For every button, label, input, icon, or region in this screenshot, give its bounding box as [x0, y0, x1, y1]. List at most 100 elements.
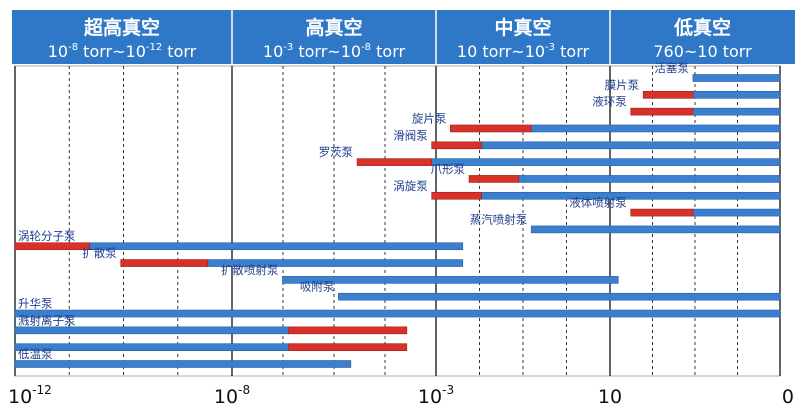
range-base: 10 — [126, 42, 146, 61]
range-unit: torr — [718, 42, 752, 61]
pump-range-bar-blue — [89, 242, 464, 251]
pump-bar-group — [630, 107, 781, 116]
x-tick-base: 10 — [214, 386, 238, 408]
pump-labels: 活塞泵膜片泵液环泵旋片泵滑阀泵罗茨泵爪形泵涡旋泵液体喷射泵蒸汽喷射泵涡轮分子泵扩… — [18, 61, 689, 361]
range-base: 10 — [341, 42, 361, 61]
pump-label: 旋片泵 — [412, 111, 447, 125]
pump-label: 液体喷射泵 — [569, 196, 627, 210]
x-tick-label: 10 — [598, 386, 622, 408]
header-band-title: 低真空 — [673, 16, 731, 39]
header-band-range: 10-8 torr~10-12 torr — [48, 42, 197, 61]
pump-range-bar-red — [630, 107, 694, 116]
pump-bar-group — [14, 360, 352, 368]
pump-range-bar-blue — [481, 191, 781, 200]
pump-range-bar-blue — [14, 309, 781, 318]
range-base: 10 — [525, 42, 545, 61]
range-separator: torr~ — [78, 42, 125, 61]
pump-label: 液环泵 — [592, 95, 627, 109]
header-band-range: 10-3 torr~10-8 torr — [263, 42, 406, 61]
range-base: 10 — [263, 42, 283, 61]
pump-bar-group — [468, 175, 781, 183]
pump-label: 升华泵 — [18, 297, 53, 311]
pump-range-bar-blue — [338, 292, 781, 301]
pump-range-bar-red — [468, 175, 520, 183]
x-tick-base: 0 — [782, 386, 794, 408]
pump-bar-group — [356, 158, 781, 166]
x-tick-exponent: -8 — [238, 383, 250, 397]
pump-range-bar-blue — [481, 141, 781, 150]
range-exponent: -8 — [68, 42, 78, 53]
pump-range-bar-red — [630, 208, 694, 217]
pump-range-bar-blue — [431, 158, 781, 166]
pump-bar-group — [14, 326, 408, 335]
header-band — [232, 10, 436, 64]
x-tick-exponent: -3 — [442, 383, 454, 397]
pump-label: 低温泵 — [18, 347, 53, 361]
x-tick-base: 10 — [8, 386, 32, 408]
pump-label: 活塞泵 — [654, 61, 689, 75]
pump-label: 爪形泵 — [431, 162, 466, 176]
pump-range-bar-red — [356, 158, 433, 166]
pump-label: 扩散喷射泵 — [221, 263, 279, 277]
range-unit: torr — [371, 42, 405, 61]
pump-range-bar-red — [14, 242, 90, 251]
pump-range-bar-blue — [282, 276, 619, 284]
range-exponent: -12 — [146, 42, 162, 53]
pump-range-bar-blue — [692, 208, 781, 217]
pump-bar-group — [450, 124, 781, 133]
range-base: 10 — [457, 42, 477, 61]
x-tick-label: 0 — [782, 386, 794, 408]
pump-bar-group — [338, 292, 781, 301]
range-base: 10 — [48, 42, 68, 61]
pump-label: 涡轮分子泵 — [18, 229, 76, 243]
pump-bar-group — [692, 74, 781, 82]
x-tick-label: 10-12 — [8, 383, 52, 408]
header-band-title: 中真空 — [494, 16, 551, 39]
pump-range-bar-red — [288, 343, 408, 351]
pump-bar-group — [431, 191, 781, 200]
range-exponent: -8 — [361, 42, 371, 53]
pump-bar-group — [120, 259, 464, 267]
pump-range-bar-blue — [530, 225, 781, 234]
x-tick-exponent: -12 — [32, 383, 52, 397]
range-separator: torr~ — [477, 42, 524, 61]
pump-range-bar-blue — [14, 326, 289, 335]
range-unit: torr — [555, 42, 589, 61]
pump-bar-group — [642, 91, 781, 99]
pump-label: 涡旋泵 — [393, 179, 428, 193]
header-band — [12, 10, 232, 64]
pump-bar-group — [14, 343, 408, 351]
pump-label: 滑阀泵 — [393, 128, 428, 142]
header-band-range: 760~10 torr — [653, 42, 752, 61]
range-base: 10 — [697, 42, 717, 61]
pump-range-bar-red — [120, 259, 209, 267]
range-exponent: -3 — [283, 42, 293, 53]
range-separator: torr~ — [293, 42, 340, 61]
range-base: 760 — [653, 42, 684, 61]
grid-lines — [14, 65, 781, 377]
pump-bar-group — [431, 141, 781, 150]
pump-range-bar-blue — [692, 91, 781, 99]
pump-bar-group — [630, 208, 781, 217]
pump-bar-group — [530, 225, 781, 234]
header-band — [610, 10, 795, 64]
pump-range-bar-blue — [518, 175, 781, 183]
pump-range-bar-red — [450, 124, 532, 133]
x-axis: 10-12 10-8 10-3 10 0 — [8, 383, 794, 408]
pump-label: 扩散泵 — [82, 246, 117, 260]
pump-range-bar-blue — [692, 107, 781, 116]
pump-bars — [14, 74, 781, 368]
pump-range-bar-red — [288, 326, 408, 335]
x-tick-label: 10-8 — [214, 383, 250, 408]
pump-range-bar-blue — [530, 124, 781, 133]
pump-bar-group — [282, 276, 619, 284]
pump-bar-group — [14, 242, 464, 251]
x-tick-base: 10 — [598, 386, 622, 408]
pump-range-bar-blue — [14, 343, 289, 351]
pump-label: 吸附泵 — [300, 280, 335, 294]
header-band — [436, 10, 610, 64]
x-tick-label: 10-3 — [418, 383, 454, 408]
header-band-title: 高真空 — [305, 16, 362, 39]
